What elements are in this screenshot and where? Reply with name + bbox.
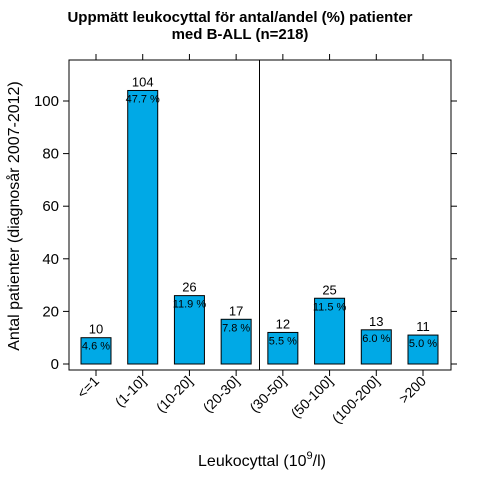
bar-percent-label-5: 11.5 % [313,301,347,313]
bar-4 [267,331,299,365]
bar-count-label-1: 104 [132,74,154,89]
bar-percent-label-3: 7.8 % [222,322,250,334]
y-axis-label: Antal patienter (diagnosår 2007-2012) [5,81,23,351]
x-axis: <=1 (1-10] (10-20] (20-30] (30-50](50-100](1… [74,54,430,427]
bar-7 [407,334,439,365]
bar-percent-label-0: 4.6 % [82,341,110,353]
chart-title-line-2: med B-ALL (n=218) [172,26,309,43]
x-axis-label: Leukocyttal (109/l) [198,450,326,470]
bar-percent-label-1: 47.7 % [126,93,160,105]
bar-percent-label-7: 5.0 % [409,338,437,350]
bar-3 [220,318,252,365]
x-tick-label-6: (100-200] [329,373,383,427]
x-tick-label-4: (30-50] [246,373,289,416]
bar-2 [173,295,205,365]
y-tick-label-20: 20 [42,303,59,320]
y-tick-label-0: 0 [51,356,59,373]
bar-6 [360,329,392,365]
y-axis: 0 20 40 60 80 100 [34,93,457,373]
x-tick-label-3: (20-30] [200,373,243,416]
x-tick-label-1: (1-10] [112,373,149,410]
x-tick-label-7: >200 [396,373,430,407]
chart-title-line-1: Uppmätt leukocyttal för antal/andel (%) … [67,9,412,26]
bar-5 [314,297,346,365]
x-tick-label-0: <=1 [74,373,103,402]
bar-1 [127,89,159,365]
x-axis-label-suffix: /l) [313,453,326,470]
bar-count-label-3: 17 [229,303,243,318]
bar-percent-label-6: 6.0 % [362,333,390,345]
bar-count-label-7: 11 [416,319,430,334]
bar-count-label-0: 10 [89,322,103,337]
bar-count-label-6: 13 [369,314,383,329]
x-axis-label-superscript: 9 [307,450,313,462]
bar-count-label-4: 12 [276,316,290,331]
x-tick-label-2: (10-20] [153,373,196,416]
x-tick-label-5: (50-100] [287,373,335,421]
bar-percent-label-4: 5.5 % [269,335,297,347]
bar-0 [80,337,112,365]
y-tick-label-60: 60 [42,198,59,215]
x-axis-label-prefix: Leukocyttal (10 [198,453,307,470]
y-tick-label-100: 100 [34,93,59,110]
y-tick-label-80: 80 [42,146,59,163]
bar-count-label-5: 25 [322,282,336,297]
bar-count-label-2: 26 [182,280,196,295]
bar-percent-label-2: 11.9 % [173,299,207,311]
y-tick-label-40: 40 [42,251,59,268]
bars-group: 10 4.6 % 104 47.7 % 26 11.9 % 17 7.8 % 12 5.5 % 25… [80,60,439,370]
